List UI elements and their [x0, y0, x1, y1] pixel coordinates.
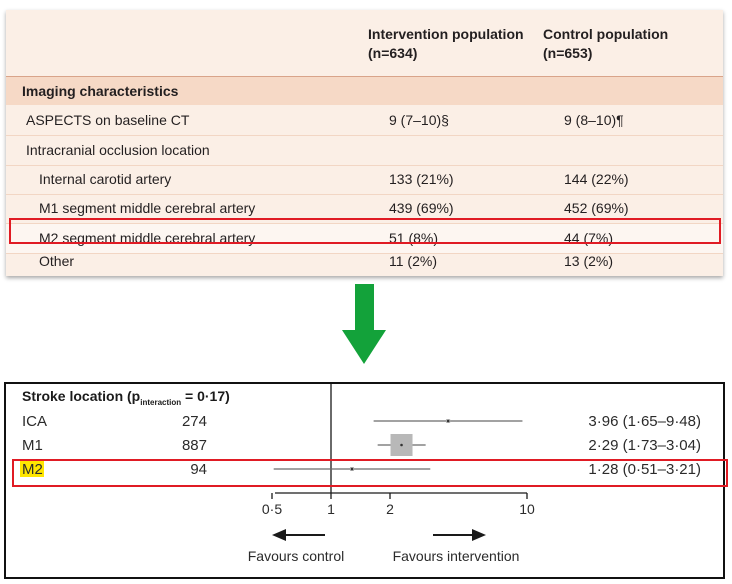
row-divider	[6, 223, 723, 224]
forest-row-label: ICA	[22, 413, 47, 430]
x-axis-tick-label: 2	[386, 501, 394, 517]
m2-label-highlight	[20, 459, 44, 477]
intervention-header-title: Intervention population	[368, 26, 524, 42]
point-estimate-dot	[400, 443, 403, 447]
right-arrow-icon	[472, 529, 486, 541]
row-control-value: 144 (22%)	[564, 171, 629, 187]
row-control-value: 9 (8–10)¶	[564, 112, 624, 128]
forest-row-ci: 3·96 (1·65–9·48)	[588, 413, 701, 430]
row-label: Internal carotid artery	[39, 171, 172, 187]
favours-control-label: Favours control	[248, 548, 344, 564]
down-arrow-icon	[355, 284, 374, 332]
row-divider	[6, 165, 723, 166]
row-control-value: 452 (69%)	[564, 200, 629, 216]
intervention-header: Intervention population (n=634)	[368, 25, 524, 63]
row-intervention-value: 439 (69%)	[389, 200, 454, 216]
section-title: Imaging characteristics	[22, 83, 179, 99]
down-arrow-head-icon	[342, 330, 386, 364]
left-arrow-icon	[272, 529, 286, 541]
forest-plot-panel: Stroke location (pinteraction = 0·17)	[4, 382, 725, 579]
forest-plot-title: Stroke location (pinteraction = 0·17)	[22, 388, 230, 407]
control-header-title: Control population	[543, 26, 669, 42]
row-intervention-value: 9 (7–10)§	[389, 112, 449, 128]
row-label: M1 segment middle cerebral artery	[39, 200, 256, 216]
row-intervention-value: 11 (2%)	[389, 253, 437, 269]
row-intervention-value: 133 (21%)	[389, 171, 454, 187]
m2-plot-highlight-box	[12, 459, 728, 487]
row-divider	[6, 253, 723, 254]
x-axis-tick-label: 1	[327, 501, 335, 517]
forest-row-label: M2	[22, 461, 43, 478]
forest-row-label: M1	[22, 437, 43, 454]
point-estimate-dot	[350, 467, 354, 471]
x-axis-tick-label: 10	[519, 501, 535, 517]
row-divider	[6, 135, 723, 136]
point-estimate-dot	[446, 419, 450, 423]
forest-row-ci: 1·28 (0·51–3·21)	[588, 461, 701, 478]
row-control-value: 13 (2%)	[564, 253, 614, 269]
forest-row-ci: 2·29 (1·73–3·04)	[588, 437, 701, 454]
baseline-table: Intervention population (n=634) Control …	[6, 10, 723, 276]
table-row: ASPECTS on baseline CT 9 (7–10)§ 9 (8–10…	[6, 106, 723, 135]
m2-table-highlight-box	[9, 218, 721, 244]
table-row: Intracranial occlusion location	[6, 136, 723, 165]
forest-row-n: 887	[182, 437, 207, 454]
title-subscript: interaction	[140, 397, 182, 407]
table-row: M1 segment middle cerebral artery 439 (6…	[6, 194, 723, 223]
favours-intervention-label: Favours intervention	[393, 548, 520, 564]
table-row: Internal carotid artery 133 (21%) 144 (2…	[6, 165, 723, 194]
title-post: = 0·17)	[181, 388, 230, 404]
header-rule	[6, 76, 723, 77]
intervention-header-n: (n=634)	[368, 45, 418, 61]
forest-row-n: 274	[182, 413, 207, 430]
x-axis-tick-label: 0·5	[262, 501, 282, 517]
section-imaging: Imaging characteristics	[6, 77, 723, 105]
row-label: Other	[39, 253, 75, 269]
title-pre: Stroke location (p	[22, 388, 141, 404]
control-header-n: (n=653)	[543, 45, 593, 61]
row-divider	[6, 194, 723, 195]
forest-row-n: 94	[190, 461, 207, 478]
table-row: Other 11 (2%) 13 (2%)	[6, 247, 723, 276]
row-label: Intracranial occlusion location	[26, 142, 210, 158]
row-label: ASPECTS on baseline CT	[26, 112, 190, 128]
control-header: Control population (n=653)	[543, 25, 668, 63]
